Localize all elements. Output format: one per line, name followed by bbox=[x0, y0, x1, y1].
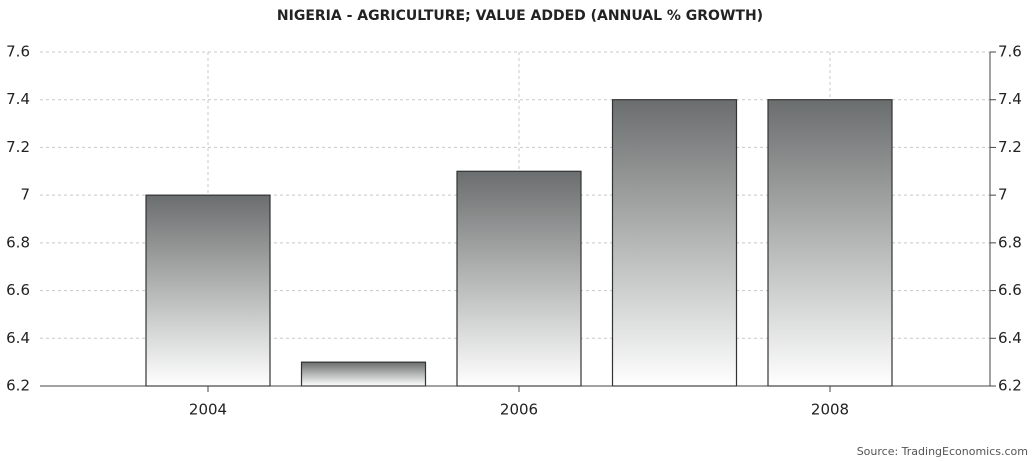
chart-title: NIGERIA - AGRICULTURE; VALUE ADDED (ANNU… bbox=[277, 8, 763, 24]
y2-tick-label: 7.6 bbox=[998, 43, 1022, 61]
bar bbox=[300, 361, 427, 387]
x-tick-label: 2006 bbox=[500, 401, 538, 419]
y2-tick-label: 7 bbox=[998, 186, 1008, 204]
y-tick-label: 6.8 bbox=[6, 233, 30, 251]
y2-tick-label: 7.4 bbox=[998, 90, 1022, 108]
y-tick-label: 7.4 bbox=[6, 90, 30, 108]
y-tick-label: 6.4 bbox=[6, 329, 30, 347]
y-tick-label: 6.2 bbox=[6, 377, 30, 395]
x-tick-label: 2008 bbox=[811, 401, 849, 419]
y2-tick-label: 6.8 bbox=[998, 233, 1022, 251]
bar bbox=[767, 99, 893, 387]
y2-tick-label: 6.6 bbox=[998, 281, 1022, 299]
bar bbox=[145, 194, 271, 387]
bar bbox=[456, 170, 582, 387]
source: Source: TradingEconomics.com bbox=[857, 445, 1028, 458]
y2-tick-label: 6.4 bbox=[998, 329, 1022, 347]
bar bbox=[611, 99, 738, 387]
y-tick-label: 7 bbox=[20, 186, 30, 204]
y2-tick-label: 7.2 bbox=[998, 138, 1022, 156]
y-tick-label: 6.6 bbox=[6, 281, 30, 299]
y2-tick-label: 6.2 bbox=[998, 377, 1022, 395]
y-tick-label: 7.2 bbox=[6, 138, 30, 156]
y-tick-label: 7.6 bbox=[6, 43, 30, 61]
x-tick-label: 2004 bbox=[189, 401, 227, 419]
